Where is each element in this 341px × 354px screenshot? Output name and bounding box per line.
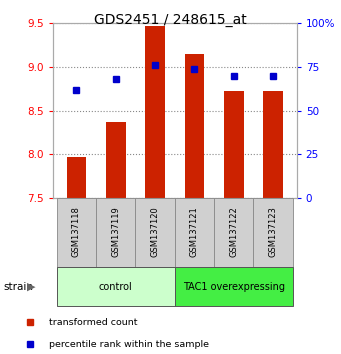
Bar: [145, 25, 165, 198]
Text: TAC1 overexpressing: TAC1 overexpressing: [183, 282, 285, 292]
Text: GSM137118: GSM137118: [72, 206, 81, 257]
Text: GDS2451 / 248615_at: GDS2451 / 248615_at: [94, 13, 247, 28]
Bar: [66, 157, 86, 198]
Text: control: control: [99, 282, 133, 292]
Text: percentile rank within the sample: percentile rank within the sample: [49, 340, 209, 349]
Bar: [184, 54, 204, 198]
Text: GSM137123: GSM137123: [269, 206, 278, 257]
Bar: [106, 122, 125, 198]
Bar: [96, 198, 135, 267]
Text: strain: strain: [3, 282, 33, 292]
Text: transformed count: transformed count: [49, 318, 137, 327]
Text: GSM137122: GSM137122: [229, 206, 238, 257]
Bar: [135, 198, 175, 267]
Bar: [253, 198, 293, 267]
Text: GSM137119: GSM137119: [111, 206, 120, 257]
Bar: [57, 267, 175, 306]
Bar: [175, 198, 214, 267]
Bar: [57, 198, 96, 267]
Bar: [175, 267, 293, 306]
Bar: [263, 91, 283, 198]
Bar: [224, 91, 243, 198]
Text: ▶: ▶: [27, 282, 35, 292]
Bar: [214, 198, 253, 267]
Text: GSM137120: GSM137120: [151, 206, 160, 257]
Text: GSM137121: GSM137121: [190, 206, 199, 257]
